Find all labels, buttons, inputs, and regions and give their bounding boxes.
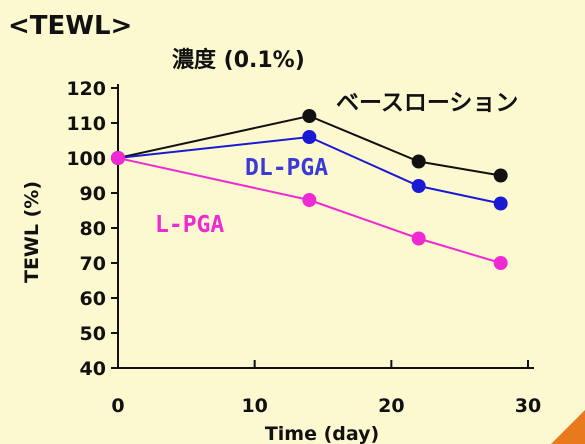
y-tick-label: 120 bbox=[66, 78, 106, 100]
chart-title: 濃度 (0.1%) bbox=[172, 47, 305, 73]
series-line-2 bbox=[117, 157, 501, 264]
x-tick-label: 10 bbox=[241, 395, 267, 417]
y-tick-label: 80 bbox=[80, 218, 106, 240]
corner-decoration bbox=[551, 410, 585, 444]
series-line-1 bbox=[117, 135, 501, 205]
data-point-2-2 bbox=[411, 231, 426, 246]
series-label-1: DL-PGA bbox=[245, 155, 328, 181]
axes: 40 50 60 70 80 90 100 110 120 0 10 20 30 bbox=[66, 78, 541, 417]
x-tick-label: 0 bbox=[111, 395, 124, 417]
series-line-0 bbox=[117, 114, 501, 177]
y-tick-label: 90 bbox=[80, 183, 106, 205]
y-tick-label: 110 bbox=[66, 113, 106, 135]
data-point-2-3 bbox=[493, 256, 508, 270]
data-point-0-2 bbox=[411, 154, 426, 169]
x-axis-label: Time (day) bbox=[265, 423, 379, 444]
x-tick-label: 30 bbox=[515, 395, 541, 417]
data-point-1-2 bbox=[411, 179, 426, 193]
y-axis-label: TEWL (%) bbox=[21, 181, 43, 283]
data-point-0-3 bbox=[493, 168, 508, 183]
y-tick-label: 40 bbox=[80, 358, 106, 380]
data-point-1-3 bbox=[493, 196, 508, 211]
data-point-1-1 bbox=[302, 130, 317, 144]
y-tick-label: 60 bbox=[80, 288, 106, 310]
data-point-2-1 bbox=[302, 193, 317, 207]
y-tick-label: 100 bbox=[66, 148, 106, 170]
y-tick-label: 50 bbox=[80, 323, 106, 345]
series-label-0: ベースローション bbox=[336, 90, 518, 116]
series-labels: ベースローション DL-PGA L-PGA bbox=[155, 90, 518, 238]
chart-heading: <TEWL> bbox=[8, 11, 132, 41]
x-tick-label: 20 bbox=[378, 395, 404, 417]
y-tick-label: 70 bbox=[80, 253, 106, 275]
data-point-2-0 bbox=[111, 151, 125, 165]
series-group bbox=[111, 109, 508, 270]
data-point-0-1 bbox=[302, 109, 317, 123]
series-label-2: L-PGA bbox=[155, 212, 224, 238]
